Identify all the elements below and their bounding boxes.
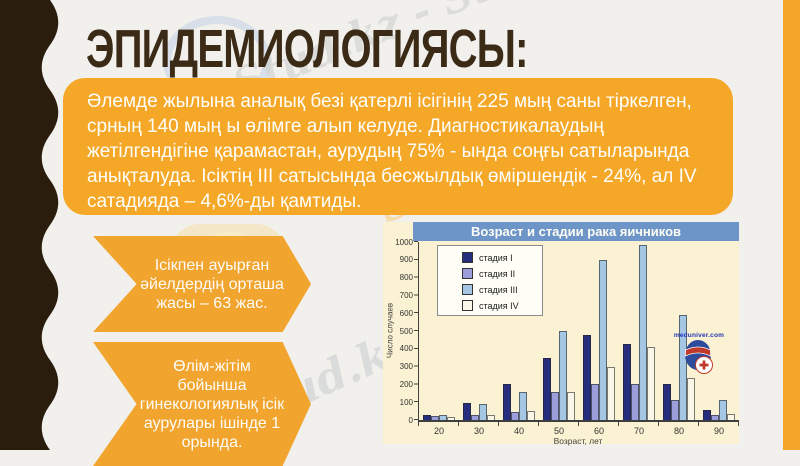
bar-group-age-60 (579, 260, 619, 420)
bar-стадия-IV-age-50 (567, 392, 575, 420)
bar-group-age-70 (619, 245, 659, 420)
meduniver-logo-text: meduniver.com (673, 332, 725, 339)
x-tick-label: 30 (473, 426, 484, 436)
y-tick-label: 600 (399, 308, 413, 318)
bar-стадия-IV-age-70 (647, 347, 655, 420)
x-tick-label: 90 (713, 426, 724, 436)
bar-стадия-I-age-90 (703, 410, 711, 420)
meduniver-logo: meduniver.com (671, 332, 727, 380)
ovarian-cancer-age-stage-chart: Возраст и стадии рака яичников 1000 900 80… (383, 222, 739, 446)
legend-swatch-icon (462, 268, 473, 279)
legend-swatch-icon (462, 252, 473, 263)
bar-стадия-III-age-90 (719, 400, 727, 420)
bar-стадия-II-age-80 (671, 400, 679, 420)
x-axis-tick-labels: 20 30 40 50 60 70 80 90 (419, 426, 739, 436)
bar-group-age-30 (459, 403, 499, 420)
y-tick-label: 200 (399, 379, 413, 389)
bar-group-age-90 (699, 400, 739, 420)
chart-legend: стадия I стадия II стадия III стадия IV (437, 245, 543, 316)
x-axis-ticks (418, 422, 739, 426)
legend-label: стадия IV (479, 300, 519, 311)
epidemiology-text-box: Әлемде жылына аналық безі қатерлі ісігін… (63, 78, 733, 215)
y-tick-label: 300 (399, 362, 413, 372)
bar-стадия-III-age-40 (519, 392, 527, 420)
bar-стадия-II-age-40 (511, 412, 519, 420)
meduniver-logo-icon (685, 340, 713, 374)
bar-стадия-II-age-50 (551, 392, 559, 420)
y-axis-title: Число случаев (385, 302, 395, 359)
x-tick-label: 50 (553, 426, 564, 436)
legend-row: стадия IV (462, 300, 542, 311)
callout-average-age-label: Ісікпен ауырған әйелдердің орташа жасы –… (140, 256, 284, 312)
callout-average-age: Ісікпен ауырған әйелдердің орташа жасы –… (93, 236, 311, 332)
y-tick-label: 800 (399, 273, 413, 283)
bar-стадия-I-age-60 (583, 335, 591, 420)
bar-стадия-III-age-80 (679, 315, 687, 420)
y-tick-label: 700 (399, 290, 413, 300)
plot-area (418, 242, 739, 422)
legend-row: стадия III (462, 284, 542, 295)
legend-label: стадия II (479, 268, 516, 279)
bar-стадия-II-age-30 (471, 415, 479, 420)
presentation-slide: { "slide": { "title": "ЭПИДЕМИОЛОГИЯСЫ:"… (0, 0, 800, 450)
y-tick-label: 500 (399, 326, 413, 336)
bar-group-age-40 (499, 384, 539, 420)
callout-mortality-rank-label: Өлім-жітім бойынша гинекологиялық ісік а… (139, 357, 285, 451)
y-tick-label: 400 (399, 344, 413, 354)
bar-стадия-II-age-70 (631, 384, 639, 420)
bar-group-age-80 (659, 315, 699, 420)
bar-стадия-II-age-60 (591, 384, 599, 420)
y-tick-label: 100 (399, 397, 413, 407)
bar-стадия-I-age-50 (543, 358, 551, 420)
bar-стадия-III-age-20 (439, 415, 447, 420)
bar-стадия-III-age-30 (479, 404, 487, 420)
x-tick-label: 40 (513, 426, 524, 436)
y-tick-label: 900 (399, 255, 413, 265)
x-tick-label: 80 (673, 426, 684, 436)
y-tick-label: 0 (408, 415, 413, 425)
sidebar-wave-decoration (0, 0, 59, 450)
bar-стадия-I-age-70 (623, 344, 631, 420)
bar-стадия-II-age-20 (431, 416, 439, 420)
bar-стадия-IV-age-30 (487, 415, 495, 420)
bar-стадия-IV-age-40 (527, 411, 535, 420)
bar-стадия-III-age-60 (599, 260, 607, 420)
accent-stripe (783, 0, 800, 450)
callout-mortality-rank: Өлім-жітім бойынша гинекологиялық ісік а… (93, 342, 311, 466)
bar-стадия-II-age-90 (711, 415, 719, 420)
legend-label: стадия III (479, 284, 518, 295)
legend-label: стадия I (479, 252, 513, 263)
bar-стадия-IV-age-20 (447, 417, 455, 420)
bar-стадия-III-age-70 (639, 245, 647, 420)
bar-стадия-I-age-30 (463, 403, 471, 420)
bar-group-age-50 (539, 331, 579, 420)
legend-row: стадия II (462, 268, 542, 279)
bar-стадия-IV-age-90 (727, 414, 735, 420)
legend-swatch-icon (462, 300, 473, 311)
bar-стадия-IV-age-60 (607, 367, 615, 420)
page-title: ЭПИДЕМИОЛОГИЯСЫ: (86, 19, 528, 79)
legend-row: стадия I (462, 252, 542, 263)
x-tick-label: 20 (433, 426, 444, 436)
bar-group-age-20 (419, 415, 459, 420)
bar-стадия-III-age-50 (559, 331, 567, 420)
x-tick-label: 60 (593, 426, 604, 436)
bar-стадия-I-age-40 (503, 384, 511, 420)
y-axis-ticks (414, 241, 418, 421)
epidemiology-text: Әлемде жылына аналық безі қатерлі ісігін… (87, 91, 697, 212)
chart-title: Возраст и стадии рака яичников (413, 222, 739, 241)
x-axis-title: Возраст, лет (553, 436, 603, 446)
x-tick-label: 70 (633, 426, 644, 436)
y-tick-label: 1000 (395, 237, 413, 247)
bar-стадия-I-age-80 (663, 384, 671, 420)
legend-swatch-icon (462, 284, 473, 295)
bar-стадия-I-age-20 (423, 415, 431, 420)
bar-стадия-IV-age-80 (687, 378, 695, 420)
